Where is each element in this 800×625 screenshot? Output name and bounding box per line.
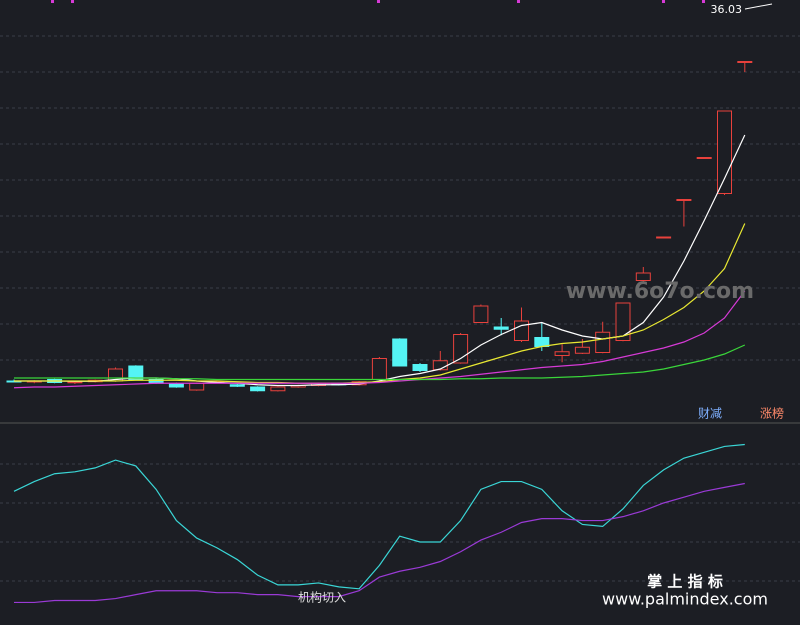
candle-body <box>635 272 651 281</box>
watermark: www.palmindex.com <box>602 590 768 609</box>
line <box>14 223 746 384</box>
candle-body <box>189 382 205 391</box>
plot <box>6 61 753 604</box>
candle-body <box>676 199 692 201</box>
line <box>13 443 745 590</box>
candle-body <box>696 157 712 159</box>
candle-body <box>250 386 266 392</box>
annotation: 机构切入 <box>298 590 346 605</box>
price-pointer <box>744 3 773 10</box>
candle-body <box>392 338 408 367</box>
candle-body <box>412 364 428 371</box>
candle-body <box>737 61 753 63</box>
candle-body <box>554 351 570 356</box>
candle-body <box>229 384 245 387</box>
annotation: 涨榜 <box>760 406 784 421</box>
grid <box>0 35 800 582</box>
candle-body <box>473 305 489 323</box>
candle-body <box>67 381 83 384</box>
candle-body <box>717 110 732 194</box>
line <box>13 290 746 389</box>
watermark: www.6o7o.com <box>566 279 754 304</box>
candle-body <box>493 326 509 330</box>
annotation: 财减 <box>698 407 722 421</box>
candle-body <box>128 365 144 380</box>
watermark: 掌 上 指 标 <box>647 573 723 591</box>
line <box>14 482 745 604</box>
candle-body <box>595 331 611 353</box>
top-markers <box>51 0 705 3</box>
line <box>14 344 746 381</box>
candle-body <box>371 358 387 380</box>
candle-body <box>574 346 590 354</box>
candle-body <box>168 383 184 388</box>
candle-body <box>656 236 672 239</box>
candle-body <box>615 302 631 341</box>
candle-body <box>514 320 529 341</box>
price-label: 36.03 <box>711 3 743 16</box>
candle-body <box>270 386 286 392</box>
candle-body <box>534 337 550 347</box>
